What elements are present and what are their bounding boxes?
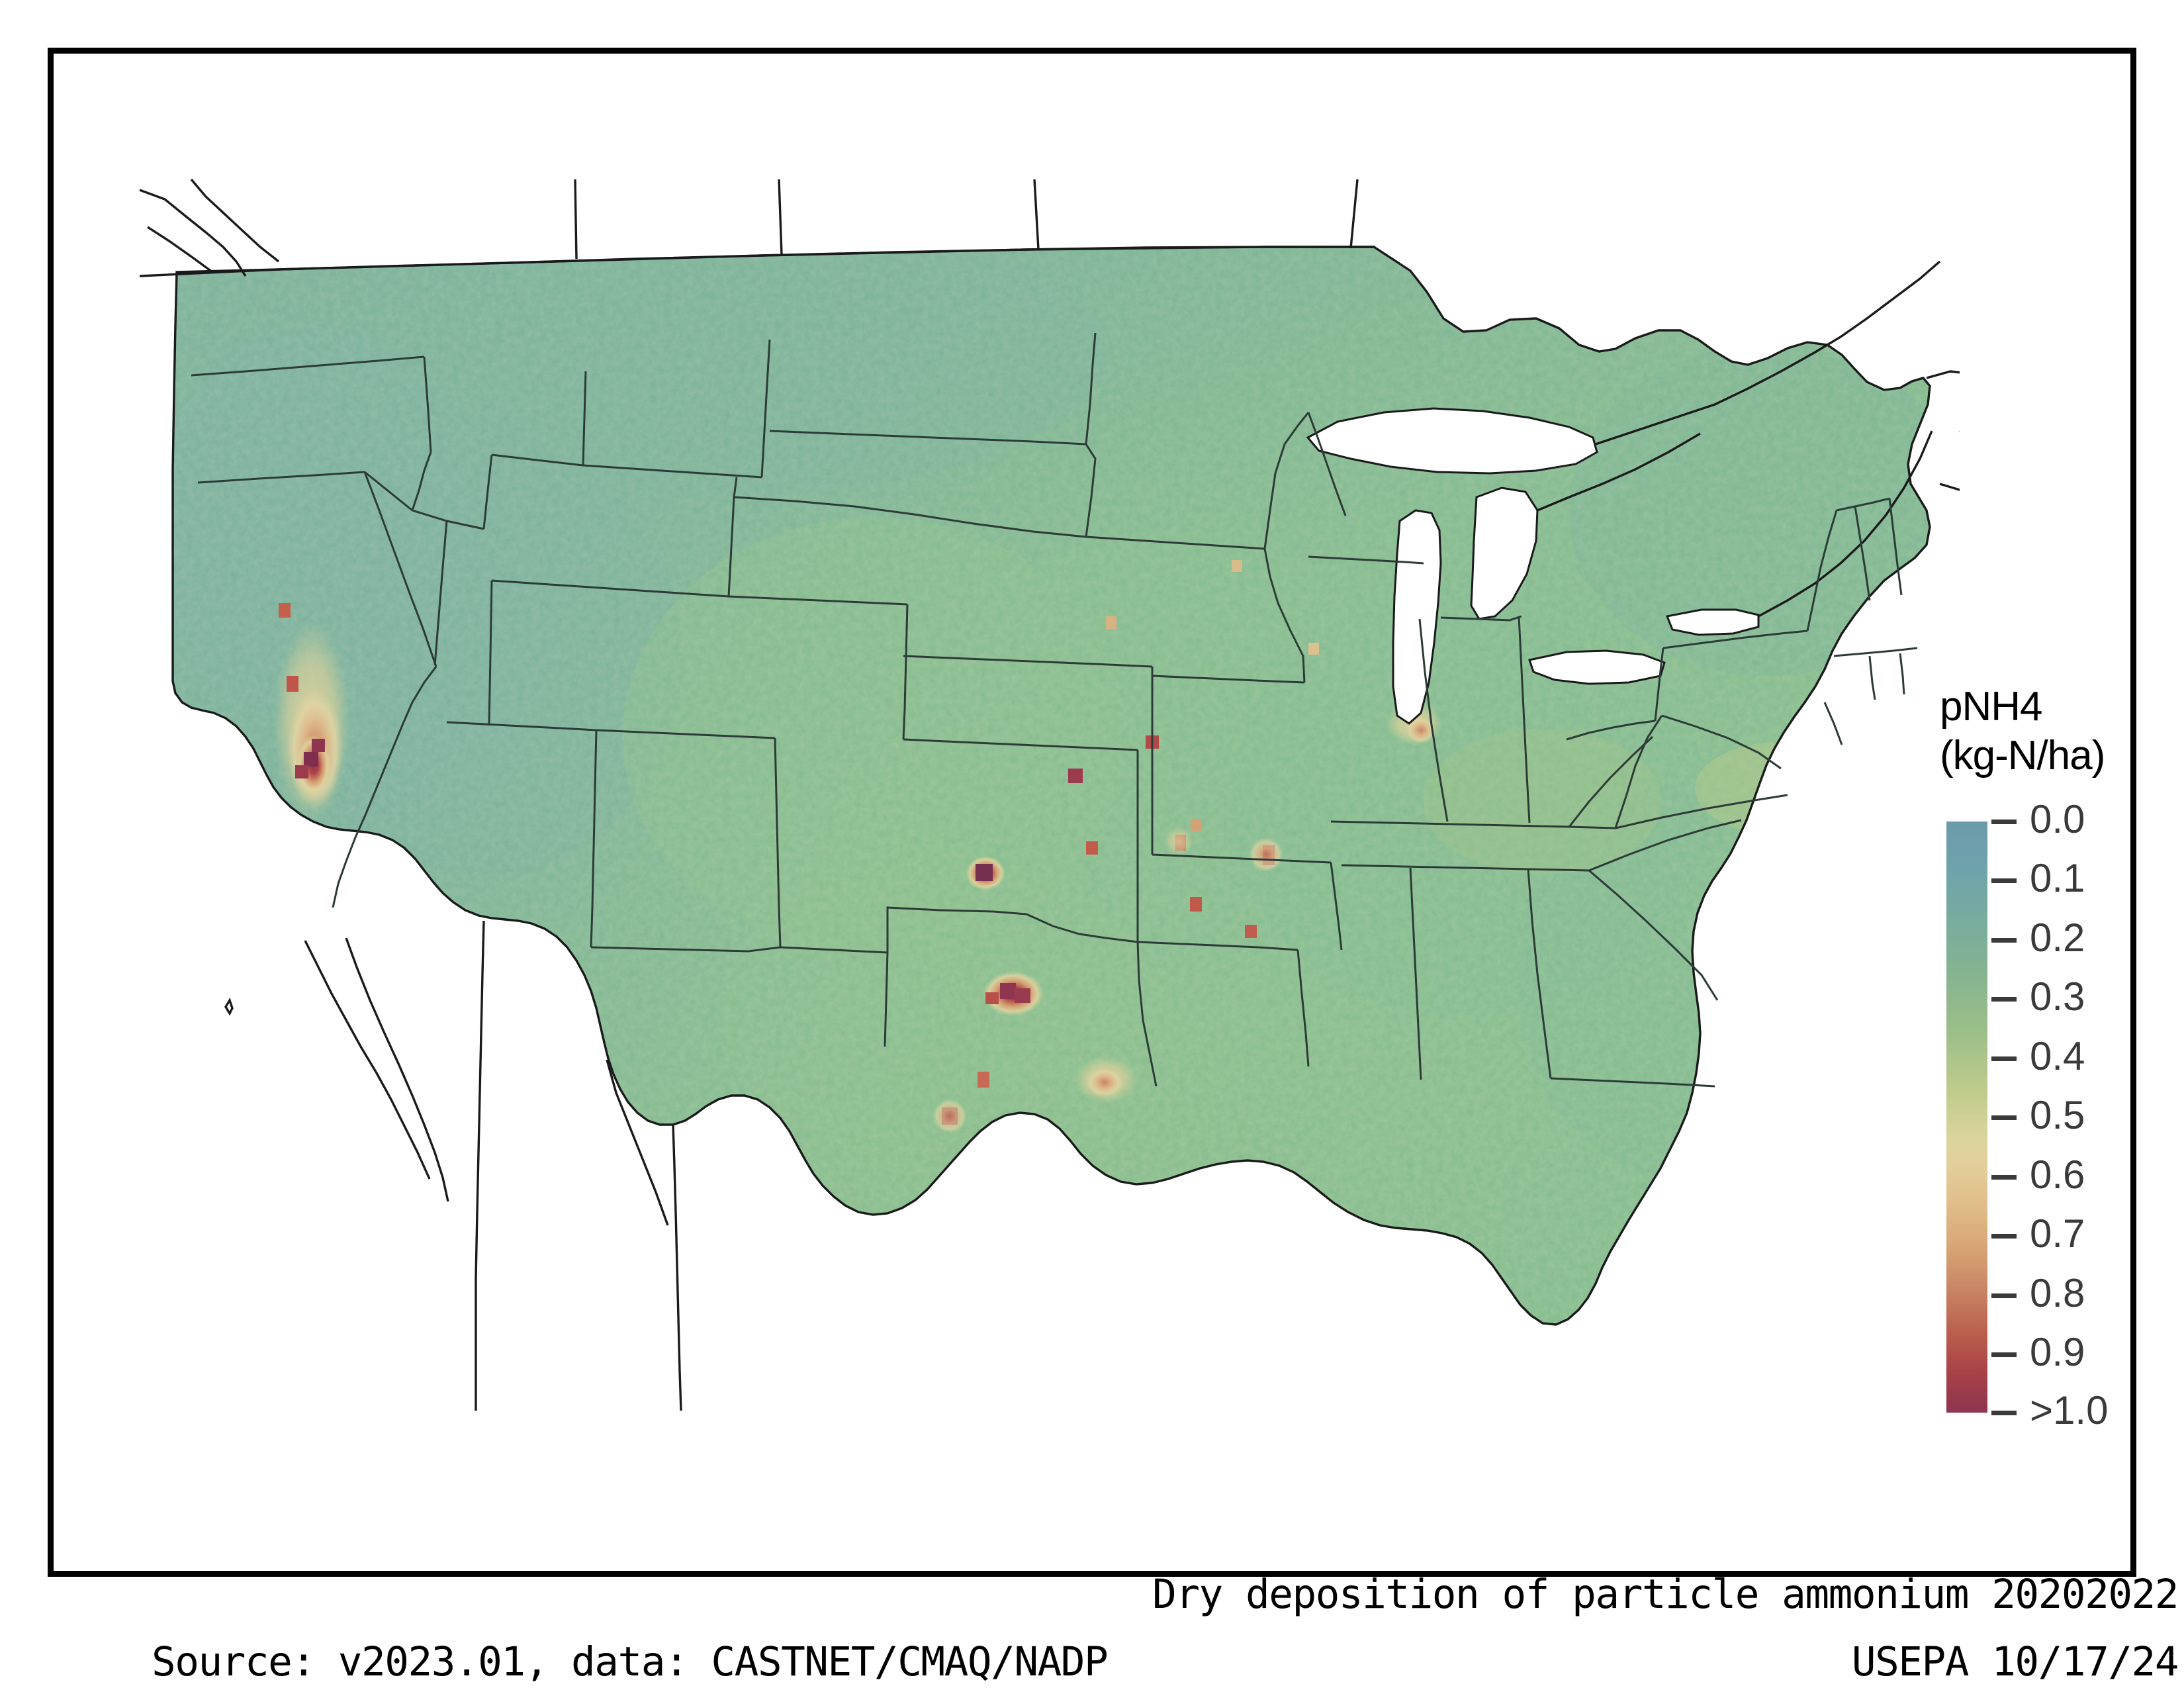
colorbar-tick-6: [1991, 1175, 2017, 1180]
source-caption: Source: v2023.01, data: CASTNET/CMAQ/NAD…: [152, 1638, 1109, 1685]
colorbar-tick-8: [1991, 1293, 2017, 1298]
coastlines: [139, 178, 1960, 1411]
colorbar-label-0: 0.0: [2030, 797, 2085, 841]
conus-deposition-map: [113, 153, 1960, 1470]
colorbar-label-7: 0.7: [2030, 1211, 2085, 1256]
colorbar-label-8: 0.8: [2030, 1271, 2085, 1315]
map-panel: [113, 153, 1960, 1470]
colorbar-title-line2: (kg-N/ha): [1940, 733, 2105, 778]
colorbar-tick-2: [1991, 938, 2017, 943]
colorbar-title: pNH4 (kg-N/ha): [1940, 682, 2184, 780]
colorbar-title-line1: pNH4: [1940, 684, 2043, 729]
agency-caption: USEPA 10/17/24: [1851, 1638, 2179, 1685]
colorbar-label-10: >1.0: [2030, 1388, 2109, 1432]
great-lakes: [1306, 407, 1760, 725]
state-boundaries: [191, 332, 1918, 1088]
colorbar-label-1: 0.1: [2030, 856, 2085, 900]
colorbar-label-3: 0.3: [2030, 974, 2085, 1019]
colorbar-label-2: 0.2: [2030, 915, 2085, 960]
colorbar-tick-4: [1991, 1056, 2017, 1061]
colorbar-label-9: 0.9: [2030, 1330, 2085, 1374]
figure-title: Dry deposition of particle ammonium 2020…: [1152, 1571, 2179, 1618]
colorbar-tick-3: [1991, 997, 2017, 1002]
colorbar-label-4: 0.4: [2030, 1034, 2085, 1078]
colorbar: pNH4 (kg-N/ha) 0.0 0.1 0.2 0.3 0.4 0.5 0…: [1900, 682, 2184, 1464]
colorbar-tick-9: [1991, 1352, 2017, 1357]
figure-frame: pNH4 (kg-N/ha) 0.0 0.1 0.2 0.3 0.4 0.5 0…: [48, 48, 2179, 1685]
colorbar-tick-1: [1991, 878, 2017, 883]
colorbar-gradient: [1946, 821, 1987, 1413]
colorbar-tick-7: [1991, 1234, 2017, 1239]
colorbar-tick-10: [1991, 1411, 2017, 1415]
colorbar-tick-5: [1991, 1115, 2017, 1120]
colorbar-tick-0: [1991, 820, 2017, 824]
colorbar-label-5: 0.5: [2030, 1093, 2085, 1137]
colorbar-label-6: 0.6: [2030, 1152, 2085, 1197]
